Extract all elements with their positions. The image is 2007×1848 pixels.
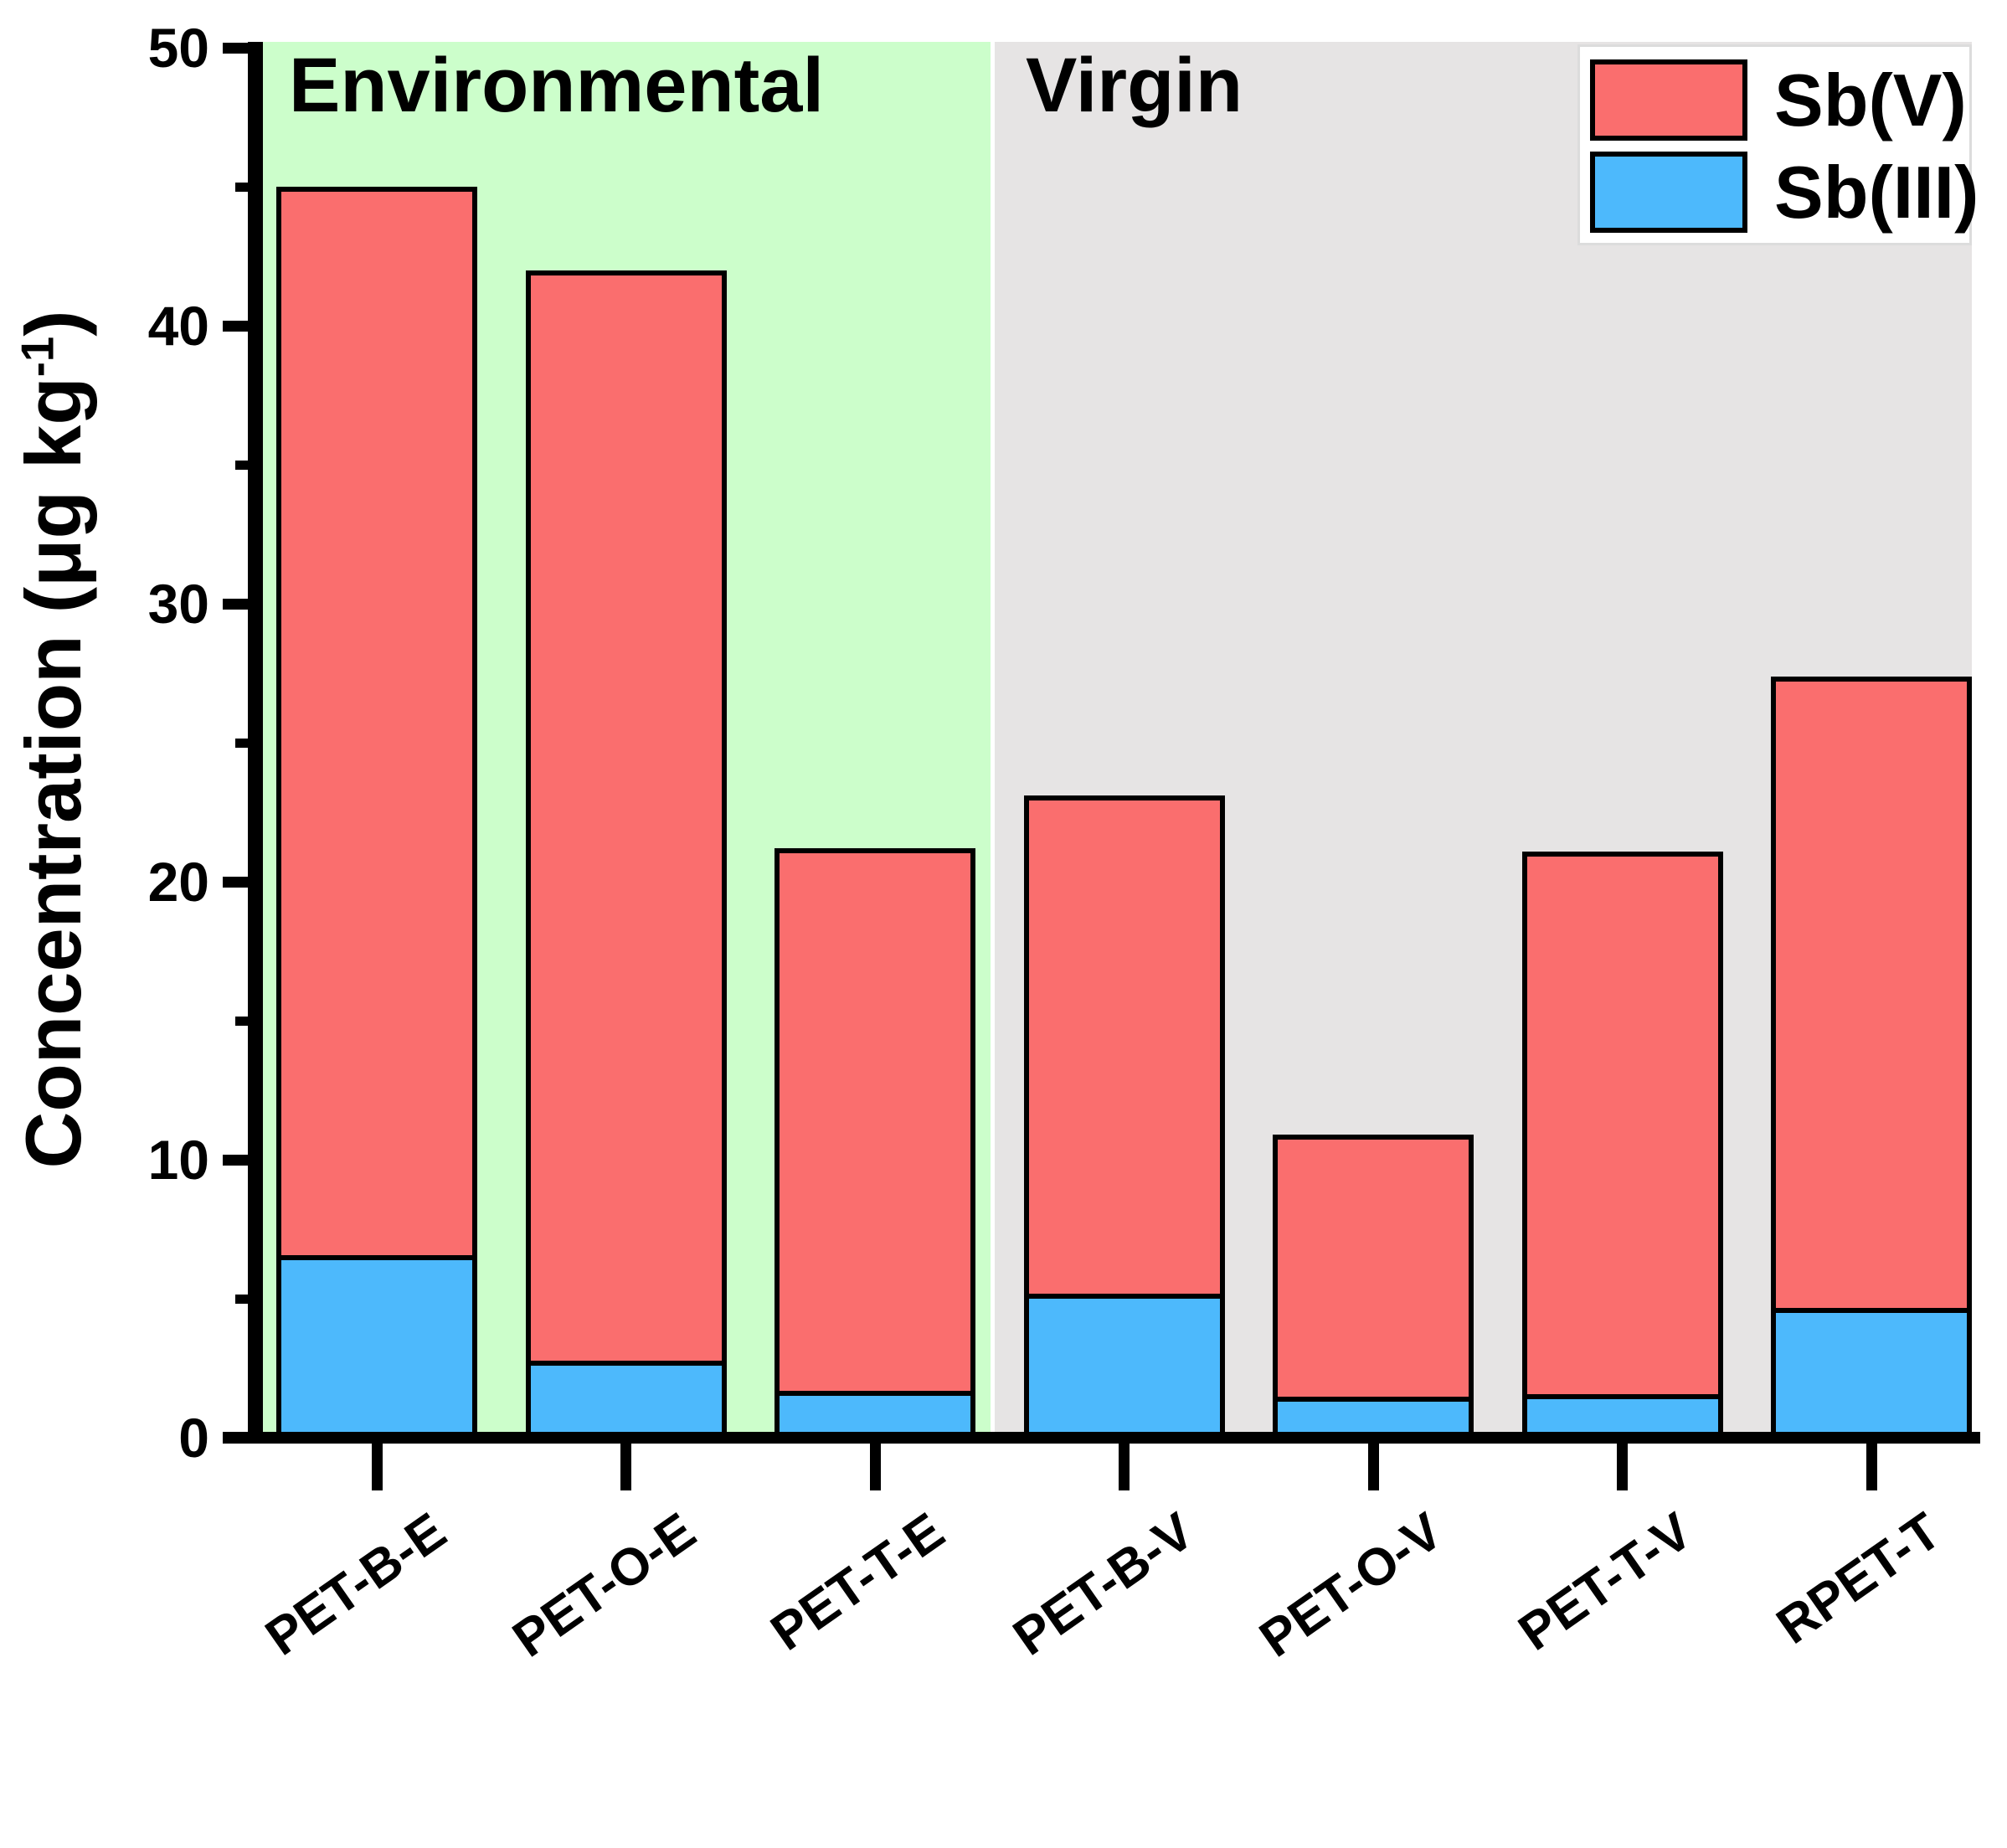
sbv-legend-label: Sb(V) (1774, 58, 1967, 142)
bar-segment-sbiii-PET-B-E (276, 1260, 477, 1438)
y-minor-tick-45 (235, 182, 248, 192)
y-major-tick-30 (223, 598, 248, 610)
x-tick-PET-O-V (1367, 1444, 1379, 1490)
legend-entry-sbv: Sb(V) (1590, 59, 1967, 141)
bar-PET-O-E (525, 270, 727, 1438)
bar-segment-sbv-PET-O-V (1273, 1135, 1474, 1402)
y-minor-tick-25 (235, 738, 248, 748)
y-minor-tick-35 (235, 460, 248, 470)
y-tick-label-0: 0 (178, 1407, 209, 1469)
bar-PET-O-V (1273, 1135, 1474, 1438)
y-axis-title-end: ) (9, 310, 97, 337)
x-tick-label-PET-B-E: PET-B-E (255, 1501, 457, 1667)
bar-segment-sbv-PET-T-E (774, 848, 975, 1396)
y-minor-tick-15 (235, 1016, 248, 1026)
x-tick-PET-O-E (620, 1444, 631, 1490)
bar-PET-B-V (1023, 795, 1225, 1438)
y-major-tick-40 (223, 320, 248, 332)
y-tick-label-40: 40 (147, 295, 209, 357)
sbiii-color-swatch (1590, 152, 1747, 233)
x-tick-label-PET-O-V: PET-O-V (1249, 1501, 1454, 1669)
x-tick-label-PET-B-V: PET-B-V (1002, 1501, 1204, 1667)
bar-segment-sbv-PET-O-E (525, 270, 727, 1366)
virgin-region-label: Virgin (1026, 43, 1243, 128)
bar-RPET-T (1771, 677, 1972, 1438)
x-tick-PET-B-E (371, 1444, 383, 1490)
x-tick-label-PET-O-E: PET-O-E (502, 1501, 706, 1669)
bar-PET-T-V (1521, 852, 1723, 1438)
legend-entry-sbiii: Sb(III) (1590, 152, 1979, 233)
x-tick-label-PET-T-V: PET-T-V (1508, 1501, 1702, 1662)
y-major-tick-0 (223, 1432, 248, 1444)
y-axis-title-superscript: -1 (12, 336, 64, 378)
y-tick-label-10: 10 (147, 1129, 209, 1191)
y-tick-label-30: 30 (147, 573, 209, 635)
x-tick-label-RPET-T: RPET-T (1766, 1501, 1952, 1655)
y-minor-tick-5 (235, 1294, 248, 1304)
y-tick-label-50: 50 (147, 17, 209, 79)
bar-PET-T-E (774, 848, 975, 1438)
y-major-tick-50 (223, 42, 248, 54)
bar-segment-sbv-PET-B-V (1023, 795, 1225, 1299)
stacked-bar-chart-figure: Environmental Virgin 0 10 20 30 40 50 PET-B-E… (8, 17, 1980, 1669)
bar-PET-B-E (276, 187, 477, 1438)
bar-segment-sbv-RPET-T (1771, 677, 1972, 1313)
x-axis-line (223, 1432, 1980, 1444)
x-tick-label-PET-T-E: PET-T-E (760, 1501, 955, 1662)
bar-segment-sbiii-PET-O-E (525, 1366, 727, 1438)
sbv-color-swatch (1590, 59, 1747, 141)
x-tick-PET-B-V (1119, 1444, 1130, 1490)
y-axis-spine (248, 42, 263, 1444)
y-axis-title: Concentration (μg kg-1) (8, 310, 99, 1168)
legend-box: Sb(V) Sb(III) (1577, 44, 1979, 245)
x-tick-PET-T-V (1617, 1444, 1628, 1490)
y-tick-label-20: 20 (147, 851, 209, 913)
sbiii-legend-label: Sb(III) (1774, 150, 1979, 234)
x-tick-PET-T-E (869, 1444, 881, 1490)
y-major-tick-20 (223, 876, 248, 888)
y-axis-title-main: Concentration (μg kg (9, 377, 97, 1169)
environmental-region-label: Environmental (289, 43, 825, 128)
y-major-tick-10 (223, 1154, 248, 1166)
x-tick-RPET-T (1865, 1444, 1877, 1490)
bar-segment-sbiii-RPET-T (1771, 1313, 1972, 1438)
bar-segment-sbiii-PET-B-V (1023, 1299, 1225, 1438)
bar-segment-sbv-PET-T-V (1521, 852, 1723, 1399)
bar-segment-sbv-PET-B-E (276, 187, 477, 1260)
